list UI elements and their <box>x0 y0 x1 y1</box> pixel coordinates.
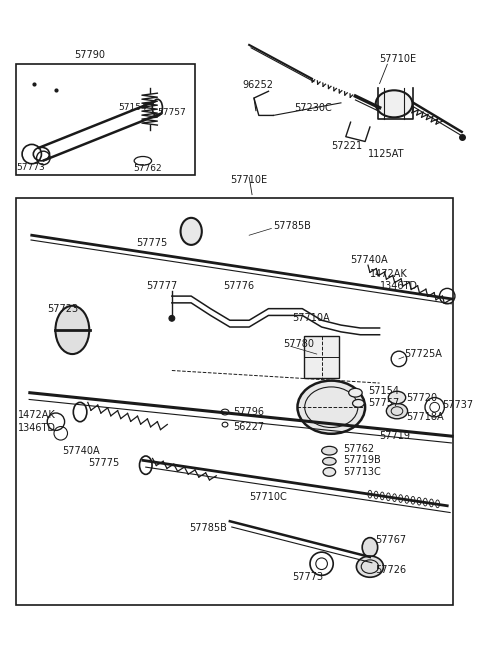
Text: 57726: 57726 <box>375 565 406 574</box>
Bar <box>16 198 453 605</box>
Text: 57740A: 57740A <box>350 255 388 265</box>
Text: 57740A: 57740A <box>63 445 100 456</box>
Ellipse shape <box>352 400 364 407</box>
Ellipse shape <box>323 457 336 465</box>
Text: 57718A: 57718A <box>407 412 444 422</box>
Ellipse shape <box>322 446 337 455</box>
Text: 57720: 57720 <box>407 392 438 403</box>
Text: 57762: 57762 <box>133 164 162 173</box>
Ellipse shape <box>55 306 89 354</box>
Text: 57713C: 57713C <box>343 467 381 477</box>
Circle shape <box>169 316 175 321</box>
Text: 57723: 57723 <box>47 304 78 314</box>
Text: 57773: 57773 <box>16 163 45 172</box>
Text: 1472AK: 1472AK <box>370 269 408 279</box>
Ellipse shape <box>388 391 406 404</box>
Text: 57710A: 57710A <box>293 313 330 324</box>
Text: 57785B: 57785B <box>189 523 227 533</box>
Ellipse shape <box>323 468 336 476</box>
Text: 1346TD: 1346TD <box>380 282 418 291</box>
Ellipse shape <box>348 388 362 397</box>
Ellipse shape <box>376 90 412 117</box>
Text: 57725A: 57725A <box>404 349 442 359</box>
Text: 57719: 57719 <box>380 431 410 441</box>
Text: 57719B: 57719B <box>343 455 381 465</box>
Text: 57710E: 57710E <box>230 175 267 185</box>
Ellipse shape <box>357 556 384 577</box>
Text: 57775: 57775 <box>136 238 167 248</box>
Text: 57757: 57757 <box>368 398 399 408</box>
Text: 1125AT: 1125AT <box>368 149 405 159</box>
Text: 57762: 57762 <box>343 443 374 454</box>
Text: 57796: 57796 <box>233 407 264 417</box>
Text: 56227: 56227 <box>233 422 264 432</box>
Text: 57775: 57775 <box>88 458 119 468</box>
Text: 1472AK: 1472AK <box>18 410 56 420</box>
Text: 96252: 96252 <box>242 81 274 90</box>
Text: 57154: 57154 <box>368 386 399 396</box>
Text: 57230C: 57230C <box>295 103 332 113</box>
Bar <box>304 336 339 378</box>
Text: 57757: 57757 <box>157 108 186 117</box>
Text: 57773: 57773 <box>292 572 324 582</box>
Text: 57776: 57776 <box>223 282 254 291</box>
Text: 57710E: 57710E <box>380 54 417 64</box>
Text: 57154: 57154 <box>119 103 147 112</box>
Text: 57777: 57777 <box>146 282 177 291</box>
Text: 57710C: 57710C <box>249 492 287 502</box>
Ellipse shape <box>180 218 202 245</box>
Text: 57785B: 57785B <box>273 221 311 231</box>
Text: 1346TD: 1346TD <box>18 424 56 434</box>
Ellipse shape <box>298 381 365 434</box>
Text: 57780: 57780 <box>283 339 314 349</box>
Ellipse shape <box>386 403 408 419</box>
Text: 57737: 57737 <box>443 400 473 410</box>
Ellipse shape <box>362 538 378 557</box>
Text: 57790: 57790 <box>74 50 105 60</box>
Bar <box>16 64 195 176</box>
Text: 57221: 57221 <box>331 141 362 151</box>
Text: 57767: 57767 <box>375 534 406 544</box>
